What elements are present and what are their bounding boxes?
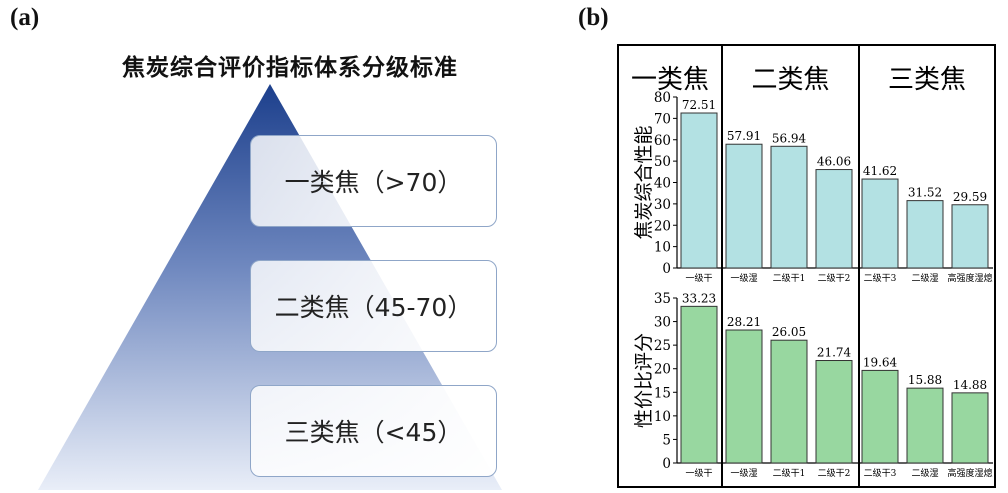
y-tick-label-2-5: 25 xyxy=(654,338,671,354)
bar-value-label-1-4: 46.06 xyxy=(817,155,851,169)
bar-value-label-1-5: 41.62 xyxy=(863,164,897,178)
bar-1-4 xyxy=(815,169,853,269)
group-header-2: 二类焦 xyxy=(751,65,829,95)
bar-value-label-2-2: 28.21 xyxy=(727,315,761,329)
y-tick-label-1-1: 10 xyxy=(654,240,671,256)
bar-2-6 xyxy=(906,387,944,464)
bar-value-label-2-3: 26.05 xyxy=(772,325,806,339)
y-tick-label-1-5: 50 xyxy=(654,154,671,170)
y-tick-label-2-6: 30 xyxy=(654,315,671,331)
y-tick-label-1-7: 70 xyxy=(654,111,671,127)
x-tick-label-1-5: 二级干3 xyxy=(864,272,897,284)
bar-1-1 xyxy=(680,112,718,269)
y-tick-label-2-7: 35 xyxy=(654,291,671,307)
bar-2-5 xyxy=(861,369,899,464)
tier-first-class: 一类焦（>70） xyxy=(250,135,497,227)
bar-value-label-1-2: 57.91 xyxy=(727,129,761,143)
y-tick-label-2-3: 15 xyxy=(654,385,671,401)
y-tick-label-1-2: 20 xyxy=(654,218,671,234)
x-tick-label-2-6: 二级湿 xyxy=(911,467,938,479)
bar-value-label-2-5: 19.64 xyxy=(863,355,898,369)
y-tick-label-1-4: 40 xyxy=(654,176,671,192)
x-tick-label-1-1: 一级干 xyxy=(685,272,712,284)
x-tick-label-2-2: 一级湿 xyxy=(730,467,757,479)
bar-1-2 xyxy=(725,143,763,269)
bar-1-7 xyxy=(951,204,989,269)
y-axis-label-2: 性价比评分 xyxy=(633,333,655,428)
bar-value-label-2-1: 33.23 xyxy=(682,291,716,305)
x-tick-label-2-4: 二级干2 xyxy=(818,467,851,479)
panel-a-label: (a) xyxy=(10,4,40,31)
bar-value-label-1-3: 56.94 xyxy=(772,131,807,145)
y-tick-label-1-8: 80 xyxy=(654,90,671,106)
y-tick-label-2-2: 10 xyxy=(654,409,671,425)
x-tick-label-1-6: 二级湿 xyxy=(911,272,938,284)
y-tick-label-1-3: 30 xyxy=(654,197,671,213)
bar-2-3 xyxy=(770,339,808,464)
pyramid-title: 焦炭综合评价指标体系分级标准 xyxy=(122,55,458,81)
bar-2-1 xyxy=(680,305,718,464)
bar-value-label-1-7: 29.59 xyxy=(953,190,987,204)
bar-value-label-2-7: 14.88 xyxy=(953,378,987,392)
bar-value-label-2-4: 21.74 xyxy=(817,346,852,360)
chart-frame xyxy=(617,44,996,488)
x-tick-label-1-4: 二级干2 xyxy=(818,272,851,284)
panel-b-label: (b) xyxy=(578,4,609,31)
bar-2-4 xyxy=(815,360,853,464)
bar-1-6 xyxy=(906,200,944,269)
group-header-1: 一类焦 xyxy=(631,65,709,95)
y-tick-label-1-6: 60 xyxy=(654,133,671,149)
x-tick-label-1-7: 高强度湿熄 xyxy=(947,272,992,284)
x-tick-label-1-3: 二级干1 xyxy=(773,272,806,284)
x-tick-label-1-2: 一级湿 xyxy=(730,272,757,284)
tier-third-class: 三类焦（<45） xyxy=(250,385,497,477)
bar-2-2 xyxy=(725,329,763,464)
y-tick-label-1-0: 0 xyxy=(662,261,671,277)
group-header-3: 三类焦 xyxy=(888,65,966,95)
x-tick-label-2-5: 二级干3 xyxy=(864,467,897,479)
y-tick-label-2-1: 5 xyxy=(662,432,671,448)
bar-value-label-1-6: 31.52 xyxy=(908,186,942,200)
bar-value-label-2-6: 15.88 xyxy=(908,373,942,387)
y-tick-label-2-4: 20 xyxy=(654,362,671,378)
x-tick-label-2-7: 高强度湿熄 xyxy=(947,467,992,479)
y-axis-label-1: 焦炭综合性能 xyxy=(633,125,655,239)
y-tick-label-2-0: 0 xyxy=(662,456,671,472)
bar-1-5 xyxy=(861,178,899,269)
tier-second-class: 二类焦（45-70） xyxy=(250,260,497,352)
x-tick-label-2-3: 二级干1 xyxy=(773,467,806,479)
bar-value-label-1-1: 72.51 xyxy=(682,98,716,112)
x-tick-label-2-1: 一级干 xyxy=(685,467,712,479)
bar-2-7 xyxy=(951,392,989,464)
bar-1-3 xyxy=(770,145,808,269)
